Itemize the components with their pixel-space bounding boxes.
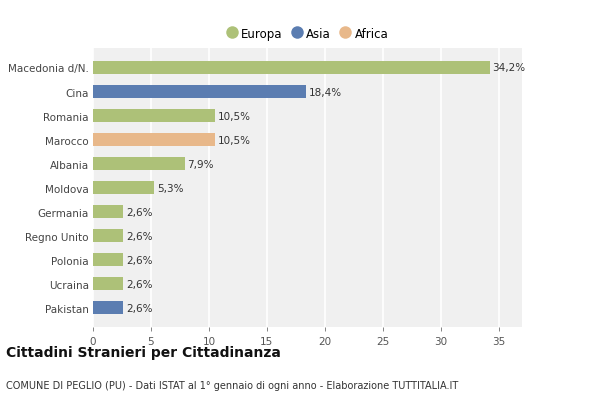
Bar [93, 134, 215, 147]
Text: COMUNE DI PEGLIO (PU) - Dati ISTAT al 1° gennaio di ogni anno - Elaborazione TUT: COMUNE DI PEGLIO (PU) - Dati ISTAT al 1°… [6, 380, 458, 390]
Text: 2,6%: 2,6% [126, 303, 152, 313]
Text: 2,6%: 2,6% [126, 231, 152, 241]
Bar [93, 277, 123, 290]
Bar [93, 182, 154, 195]
Bar [93, 229, 123, 243]
Text: 10,5%: 10,5% [218, 135, 251, 145]
Text: 2,6%: 2,6% [126, 279, 152, 289]
Text: 5,3%: 5,3% [157, 183, 184, 193]
Legend: Europa, Asia, Africa: Europa, Asia, Africa [223, 25, 392, 45]
Bar [93, 301, 123, 315]
Bar [93, 86, 307, 99]
Text: 7,9%: 7,9% [187, 159, 214, 169]
Text: 34,2%: 34,2% [493, 63, 526, 73]
Text: 18,4%: 18,4% [309, 87, 343, 97]
Bar [93, 62, 490, 75]
Text: 10,5%: 10,5% [218, 111, 251, 121]
Text: 2,6%: 2,6% [126, 255, 152, 265]
Bar [93, 254, 123, 267]
Text: Cittadini Stranieri per Cittadinanza: Cittadini Stranieri per Cittadinanza [6, 346, 281, 360]
Bar [93, 110, 215, 123]
Bar [93, 157, 185, 171]
Text: 2,6%: 2,6% [126, 207, 152, 217]
Bar [93, 205, 123, 219]
